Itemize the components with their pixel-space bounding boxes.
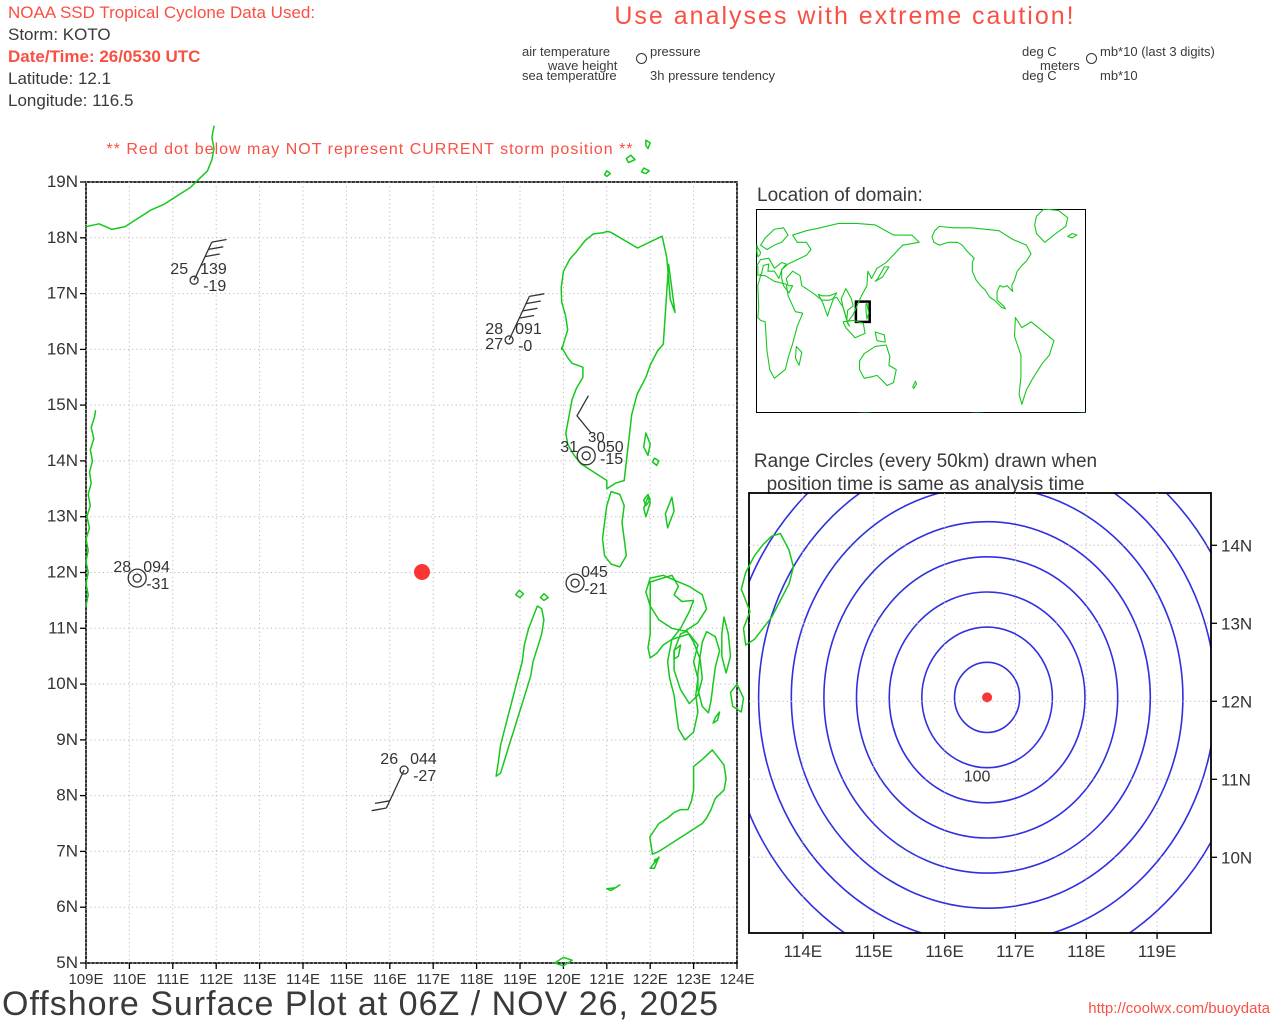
svg-text:-21: -21 xyxy=(584,581,607,598)
svg-text:091: 091 xyxy=(515,321,542,338)
svg-text:124E: 124E xyxy=(719,971,754,988)
svg-text:-15: -15 xyxy=(600,451,623,468)
svg-text:14N: 14N xyxy=(47,451,78,470)
svg-text:116E: 116E xyxy=(373,971,407,988)
svg-text:115E: 115E xyxy=(854,942,892,961)
svg-text:5N: 5N xyxy=(56,953,78,972)
svg-text:111E: 111E xyxy=(156,971,189,988)
svg-text:6N: 6N xyxy=(56,897,78,916)
svg-text:139: 139 xyxy=(200,261,227,278)
svg-text:9N: 9N xyxy=(56,730,78,749)
svg-text:094: 094 xyxy=(143,559,170,576)
svg-text:114E: 114E xyxy=(286,971,320,988)
svg-text:31: 31 xyxy=(560,439,578,456)
svg-text:118E: 118E xyxy=(1067,942,1105,961)
svg-text:17N: 17N xyxy=(47,284,78,303)
svg-text:112E: 112E xyxy=(199,971,233,988)
svg-text:8N: 8N xyxy=(56,786,78,805)
svg-text:116E: 116E xyxy=(925,942,963,961)
svg-text:15N: 15N xyxy=(47,395,78,414)
svg-text:18N: 18N xyxy=(47,228,78,247)
svg-text:110E: 110E xyxy=(112,971,146,988)
svg-text:117E: 117E xyxy=(996,942,1034,961)
svg-text:122E: 122E xyxy=(633,971,668,988)
svg-text:118E: 118E xyxy=(460,971,494,988)
svg-text:-31: -31 xyxy=(146,576,169,593)
svg-text:123E: 123E xyxy=(676,971,711,988)
svg-text:26: 26 xyxy=(380,751,398,768)
svg-text:14N: 14N xyxy=(1221,536,1252,555)
svg-text:044: 044 xyxy=(410,751,437,768)
svg-text:119E: 119E xyxy=(1138,942,1176,961)
svg-text:11N: 11N xyxy=(1221,770,1251,789)
svg-text:109E: 109E xyxy=(68,971,103,988)
svg-text:12N: 12N xyxy=(1221,692,1252,711)
svg-text:045: 045 xyxy=(581,564,608,581)
svg-text:13N: 13N xyxy=(1221,614,1252,633)
svg-text:11N: 11N xyxy=(48,618,78,637)
svg-text:100: 100 xyxy=(964,769,991,786)
svg-text:7N: 7N xyxy=(56,841,78,860)
svg-text:12N: 12N xyxy=(47,563,78,582)
svg-text:121E: 121E xyxy=(589,971,624,988)
svg-text:-19: -19 xyxy=(203,278,226,295)
svg-text:28: 28 xyxy=(113,559,131,576)
svg-text:16N: 16N xyxy=(47,339,78,358)
svg-text:114E: 114E xyxy=(784,942,822,961)
svg-text:-27: -27 xyxy=(413,768,436,785)
svg-text:-0: -0 xyxy=(518,338,532,355)
svg-text:19N: 19N xyxy=(47,172,78,191)
svg-text:13N: 13N xyxy=(47,507,78,526)
svg-text:120E: 120E xyxy=(546,971,581,988)
svg-text:25: 25 xyxy=(170,261,188,278)
svg-text:113E: 113E xyxy=(243,971,277,988)
svg-text:10N: 10N xyxy=(1221,848,1252,867)
svg-text:119E: 119E xyxy=(503,971,537,988)
svg-text:10N: 10N xyxy=(47,674,78,693)
svg-text:117E: 117E xyxy=(416,971,450,988)
svg-text:115E: 115E xyxy=(329,971,363,988)
